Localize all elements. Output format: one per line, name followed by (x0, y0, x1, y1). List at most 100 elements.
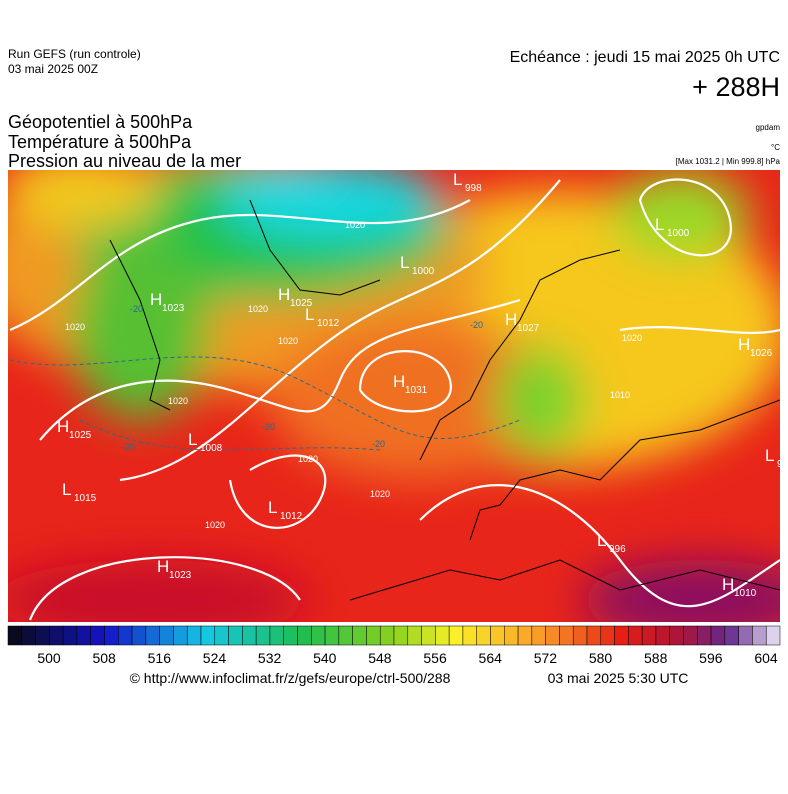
colorbar-box (186, 625, 202, 646)
run: Run GEFS (run controle) (8, 47, 141, 61)
colorbar-box (269, 625, 284, 646)
colorbar-box (490, 625, 505, 646)
center-value: 996 (609, 544, 626, 555)
colorbar-tick: 596 (699, 650, 723, 666)
center-type: H (157, 557, 169, 576)
isotherm-label: -20 (130, 304, 143, 314)
center-type: L (62, 480, 71, 499)
center-type: H (505, 310, 517, 329)
isobar-label: 1020 (205, 520, 225, 530)
center-value: 1012 (317, 318, 340, 329)
colorbar-box (683, 625, 698, 646)
colorbar-tick: 572 (534, 650, 558, 666)
colorbar-box (242, 625, 257, 646)
center-value: 1031 (405, 385, 428, 396)
isotherm-label: -20 (372, 439, 385, 449)
center-type: L (765, 446, 774, 465)
center-value: 1000 (667, 228, 690, 239)
colorbar-tick: 564 (479, 650, 503, 666)
center-value: 1012 (280, 511, 303, 522)
colorbar-box (586, 625, 602, 646)
colorbar-box (200, 625, 216, 646)
colorbar-box (421, 625, 436, 646)
center-value: 998 (465, 183, 482, 194)
colorbar-box (338, 625, 353, 646)
title: Température à 500hPa (8, 132, 192, 152)
colorbar-tick: 532 (258, 650, 282, 666)
colorbar-box (752, 625, 767, 646)
colorbar-box (462, 625, 477, 646)
colorbar-box (407, 625, 422, 646)
echeance: Echéance : jeudi 15 mai 2025 0h UTC (510, 49, 780, 66)
colorbar-box (669, 625, 684, 646)
center-type: H (393, 372, 405, 391)
colorbar-box (173, 625, 188, 646)
center-type: H (150, 290, 162, 309)
colorbar-box (641, 625, 657, 646)
colorbar-box (517, 625, 533, 646)
colorbar-box (297, 625, 312, 646)
colorbar-tick: 524 (203, 650, 227, 666)
colorbar-box (311, 625, 326, 646)
colorbar-box (572, 625, 588, 646)
isobar-label: 1020 (298, 454, 318, 464)
center-type: L (268, 498, 277, 517)
colorbar-box (324, 625, 340, 646)
isotherm-label: -20 (470, 320, 483, 330)
colorbar-tick: 588 (644, 650, 668, 666)
center-value: 1010 (734, 588, 757, 599)
colorbar-tick: 556 (423, 650, 447, 666)
colorbar-box (504, 625, 519, 646)
colorbar-box (35, 625, 50, 646)
horizon: + 288H (692, 72, 780, 102)
colorbar-tick: 500 (37, 650, 61, 666)
center-type: L (597, 531, 606, 550)
colorbar-tick: 540 (313, 650, 337, 666)
colorbar-box (628, 625, 643, 646)
title: Pression au niveau de la mer (8, 151, 241, 171)
colorbar-box (366, 625, 381, 646)
colorbar-box (352, 625, 367, 646)
unit: [Max 1031.2 | Min 999.8] hPa (676, 157, 781, 166)
colorbar-box (724, 625, 739, 646)
colorbar-tick: 508 (92, 650, 116, 666)
unit: gpdam (756, 123, 781, 132)
title: Géopotentiel à 500hPa (8, 112, 193, 132)
colorbar-box (393, 625, 409, 646)
isobar-label: 1020 (370, 489, 390, 499)
footer-url: © http://www.infoclimat.fr/z/gefs/europe… (130, 670, 451, 686)
colorbar-box (90, 625, 105, 646)
colorbar-box (255, 625, 271, 646)
colorbar-box (62, 625, 78, 646)
colorbar-tick: 580 (589, 650, 613, 666)
colorbar-box (159, 625, 174, 646)
colorbar: 500 508 516 524 532 540 548 556 564 572 580 588 596 6… (7, 625, 781, 666)
colorbar-tick: 548 (368, 650, 392, 666)
colorbar-box (214, 625, 229, 646)
colorbar-box (131, 625, 147, 646)
center-value: 1008 (200, 443, 223, 454)
colorbar-box (710, 625, 726, 646)
center-type: L (400, 253, 409, 272)
colorbar-box (600, 625, 615, 646)
isobar-label: 1020 (345, 220, 365, 230)
center-type: L (305, 305, 314, 324)
colorbar-box (145, 625, 160, 646)
isobar-label: 1020 (278, 336, 298, 346)
isobar-label: 1010 (610, 390, 630, 400)
center-type: L (453, 170, 462, 189)
isobar-label: 1020 (248, 304, 268, 314)
colorbar-box (697, 625, 712, 646)
run-date: 03 mai 2025 00Z (8, 62, 98, 76)
center-value: 1026 (750, 348, 773, 359)
colorbar-box (765, 625, 781, 646)
center-value: 1000 (412, 266, 435, 277)
center-type: L (655, 215, 664, 234)
colorbar-tick: 516 (148, 650, 172, 666)
colorbar-box (7, 625, 23, 646)
colorbar-box (476, 625, 491, 646)
colorbar-box (559, 625, 574, 646)
colorbar-box (545, 625, 560, 646)
center-type: H (278, 285, 290, 304)
